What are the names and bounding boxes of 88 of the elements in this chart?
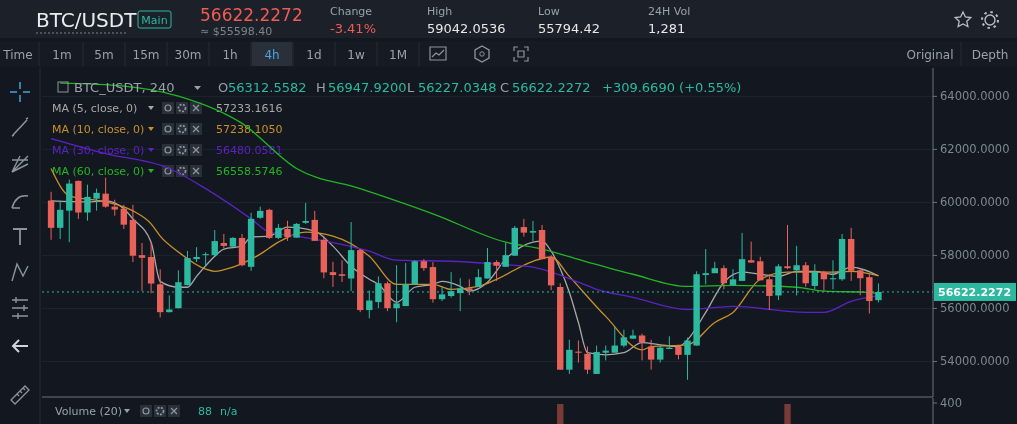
legend-label: MA (10, close, 0) (52, 123, 145, 136)
annotation: 88 (198, 405, 212, 418)
candlestick (93, 188, 100, 212)
text: 4h (264, 48, 280, 62)
ref-line-label: 56622.2272 (938, 285, 1012, 299)
chart-title: BTC/USDT (36, 8, 138, 32)
candlestick (638, 333, 646, 361)
candlestick (566, 339, 573, 375)
text: 1M (389, 48, 407, 62)
legend-label: MA (60, close, 0) (52, 165, 145, 178)
text: 30m (174, 48, 202, 62)
y-tick-label: 54000.0000 (940, 354, 1010, 369)
candlestick (411, 259, 418, 285)
candlestick (729, 268, 737, 286)
y-tick-label: 64000.0000 (940, 89, 1010, 104)
text: 59042.0536 (427, 21, 506, 36)
candlestick (529, 220, 537, 242)
text: Low (538, 5, 560, 18)
text: Main (141, 14, 168, 27)
candlestick (647, 339, 655, 371)
candlestick (102, 177, 109, 209)
annotation: C (500, 80, 510, 95)
text: 1w (347, 48, 365, 62)
candlestick (593, 345, 600, 375)
text: 5m (94, 48, 114, 62)
legend-label: MA (5, close, 0) (52, 102, 138, 115)
annotation: +309.6690 (+0.55%) (602, 80, 742, 95)
candlestick (611, 325, 618, 354)
candlestick (311, 210, 318, 242)
candlestick (493, 259, 500, 282)
text: Change (330, 5, 373, 18)
candlestick (502, 242, 509, 268)
candlestick (684, 337, 691, 381)
annotation: 57233.1616 (216, 102, 283, 115)
candlestick (866, 273, 873, 314)
text: 56622.2272 (200, 5, 303, 25)
candlestick (56, 200, 64, 240)
candlestick (784, 224, 791, 270)
candlestick (584, 345, 591, 375)
text: High (427, 5, 453, 18)
candlestick (811, 263, 819, 290)
annotation: 56227.0348 (418, 80, 497, 95)
candlestick (766, 273, 773, 311)
y-tick-label: 58000.0000 (940, 248, 1010, 263)
candlestick (329, 261, 337, 288)
candlestick (138, 242, 146, 292)
candlestick (302, 202, 309, 225)
text: 55794.42 (538, 21, 601, 36)
candlestick (84, 184, 91, 222)
candlestick (747, 241, 755, 264)
y-tick-label: 62000.0000 (940, 142, 1010, 157)
candlestick (338, 259, 346, 283)
text: Depth (971, 48, 1009, 62)
candlestick (211, 229, 218, 257)
annotation: 56622.2272 (512, 80, 591, 95)
text: 1h (222, 48, 238, 62)
annotation: L (407, 80, 415, 95)
text: Time (2, 48, 33, 62)
candlestick (484, 247, 491, 279)
text: ≈ $55598.40 (200, 25, 273, 38)
annotation: 56558.5746 (216, 165, 283, 178)
text: 1,281 (648, 21, 686, 36)
annotation: 56312.5582 (228, 80, 307, 95)
candlestick (575, 340, 582, 364)
chart-title: Volume (20) (55, 405, 122, 418)
text: 1d (306, 48, 322, 62)
annotation: O (218, 80, 229, 95)
candlestick (702, 248, 709, 285)
candlestick (802, 261, 809, 288)
text: -3.41% (330, 21, 376, 36)
y-tick-label: 56000.0000 (940, 301, 1010, 316)
text: 24H Vol (648, 5, 691, 18)
candlestick (202, 251, 209, 268)
y-tick-label: 60000.0000 (940, 195, 1010, 210)
candlestick (120, 204, 128, 230)
candlestick (629, 329, 637, 340)
annotation: n/a (220, 405, 238, 418)
text: Original (906, 48, 954, 62)
candlestick (284, 220, 291, 242)
candlestick (738, 232, 746, 282)
candlestick (720, 264, 728, 290)
annotation: H (316, 80, 326, 95)
text: 400 (940, 396, 962, 410)
annotation: 56947.9200 (328, 80, 407, 95)
candlestick (857, 268, 864, 296)
text: 1m (52, 48, 72, 62)
candlestick (520, 218, 528, 238)
text: 15m (132, 48, 160, 62)
